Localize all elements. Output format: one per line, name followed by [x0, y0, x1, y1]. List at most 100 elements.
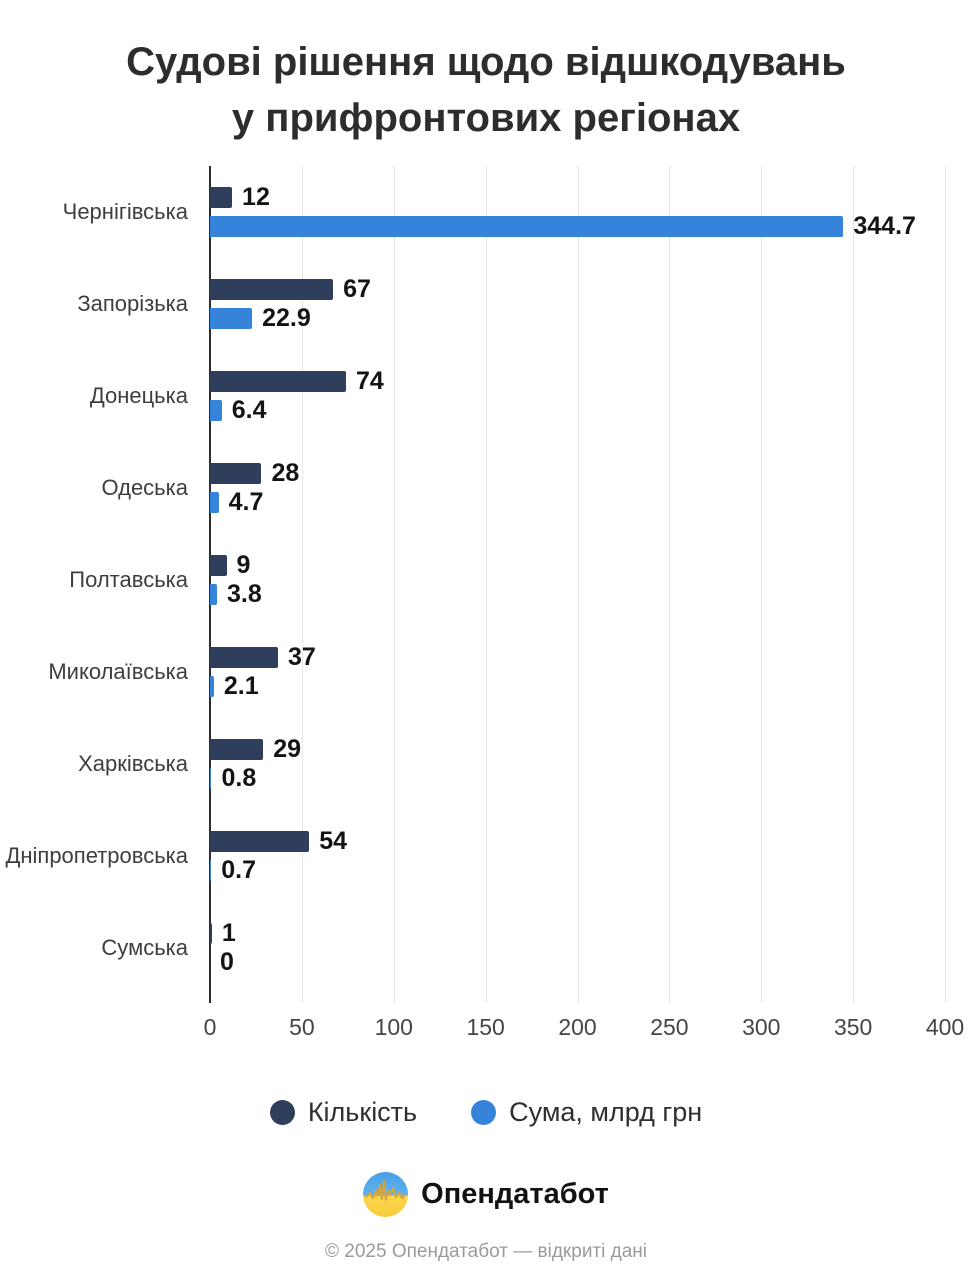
plot-area: 12 344.7 67 22.9 74 6.4 28 4.7 9 3.8 37 2.1 29 0.8 54 0… [209, 166, 946, 1003]
legend-label: Сума, млрд грн [509, 1096, 703, 1127]
bar-value-label: 0 [220, 948, 234, 976]
x-axis-tick-label: 50 [289, 1014, 315, 1040]
bar [210, 831, 310, 852]
bar-value-label: 67 [343, 275, 371, 303]
bar [210, 371, 346, 392]
bar-value-label: 3.8 [226, 580, 262, 608]
bar [210, 768, 212, 789]
bar-value-label: 54 [319, 827, 348, 855]
bar-value-label: 0.7 [221, 856, 257, 884]
bar-line: 0.8 [210, 764, 945, 792]
chart-row: 54 0.7 [210, 810, 945, 902]
bar-line: 1 [210, 919, 945, 947]
bar [210, 860, 212, 881]
gridline [853, 166, 855, 1003]
x-axis-tick-label: 250 [650, 1014, 689, 1040]
bar-line: 0 [210, 948, 945, 976]
bar-value-label: 6.4 [231, 396, 267, 424]
bar-line: 67 [210, 275, 945, 303]
bar-value-label: 9 [236, 551, 251, 579]
gridline [761, 166, 763, 1003]
bar-value-label: 74 [355, 367, 384, 395]
bar [210, 463, 262, 484]
bar [210, 187, 233, 208]
opendatabot-pulse-icon [363, 1172, 409, 1217]
legend-item: Сума, млрд грн [471, 1097, 702, 1128]
bar [210, 400, 222, 421]
chart-row: 67 22.9 [210, 258, 945, 350]
bar-line: 3.8 [210, 580, 945, 608]
bar-value-label: 1 [221, 919, 236, 947]
chart-row: 12 344.7 [210, 166, 945, 258]
logo-text: Опендатабот [421, 1178, 609, 1210]
chart-row: 37 2.1 [210, 626, 945, 718]
bar-line: 12 [210, 183, 945, 211]
x-axis: 0 50 100 150 200 250 300 350 400 [204, 1014, 965, 1042]
bar [210, 279, 334, 300]
chart-row: 29 0.8 [210, 718, 945, 810]
category-label: Запорізька [77, 291, 188, 316]
legend-item: Кількість [269, 1097, 417, 1128]
bar [210, 647, 278, 668]
bar [210, 584, 217, 605]
bar-line: 344.7 [210, 212, 945, 240]
chart-title-line1: Судові рішення щодо відшкодувань [126, 40, 846, 84]
copyright-line: © 2025 Опендатабот — відкриті дані [325, 1241, 647, 1262]
bar-value-label: 344.7 [853, 212, 916, 240]
bar-value-label: 37 [287, 643, 316, 671]
bar-value-label: 0.8 [221, 764, 257, 792]
category-label: Миколаївська [48, 659, 188, 684]
bar-value-label: 4.7 [228, 488, 264, 516]
brand-row: Опендатабот [0, 1172, 972, 1217]
gridline [485, 166, 487, 1003]
legend-dot-icon [269, 1099, 295, 1125]
category-label: Чернігівська [62, 199, 188, 224]
category-label: Сумська [101, 935, 188, 960]
x-axis-tick-label: 200 [558, 1014, 597, 1040]
bar-value-label: 12 [242, 183, 270, 211]
bar [210, 739, 264, 760]
bar-line: 9 [210, 551, 945, 579]
bar-chart: Чернігівська Запорізька Донецька Одеська Пол… [0, 166, 972, 1003]
x-axis-tick-label: 0 [203, 1014, 217, 1040]
x-axis-tick-label: 400 [925, 1014, 965, 1040]
gridline [393, 166, 395, 1003]
bar [210, 555, 227, 576]
category-label: Донецька [89, 383, 188, 408]
bar-line: 6.4 [210, 396, 945, 424]
category-axis: Чернігівська Запорізька Донецька Одеська Пол… [0, 166, 210, 994]
bar [210, 492, 219, 513]
bar-value-label: 28 [271, 459, 300, 487]
bar [210, 308, 253, 329]
gridline [301, 166, 303, 1003]
category-label: Полтавська [69, 567, 188, 592]
bar [210, 676, 214, 697]
legend-dot-icon [471, 1099, 497, 1125]
bar-line: 28 [210, 459, 945, 487]
bar [210, 216, 844, 237]
bar-line: 29 [210, 735, 945, 763]
bar-value-label: 2.1 [223, 672, 259, 700]
gridline [945, 166, 946, 1003]
bar-value-label: 29 [273, 735, 302, 763]
bar-line: 2.1 [210, 672, 945, 700]
chart-row: 9 3.8 [210, 534, 945, 626]
chart-row: 74 6.4 [210, 350, 945, 442]
chart-title: Судові рішення щодо відшкодувань у прифр… [0, 34, 972, 146]
bar-value-label: 22.9 [262, 304, 311, 332]
category-label: Дніпропетровська [5, 843, 188, 868]
bar-line: 37 [210, 643, 945, 671]
chart-legend: Кількість Сума, млрд грн [0, 1096, 972, 1128]
chart-row: 28 4.7 [210, 442, 945, 534]
x-axis-tick-label: 150 [466, 1014, 505, 1040]
x-axis-tick-label: 100 [374, 1014, 413, 1040]
bar-line: 74 [210, 367, 945, 395]
bar-line: 0.7 [210, 856, 945, 884]
bar [210, 923, 212, 944]
bar-line: 54 [210, 827, 945, 855]
x-axis-tick-label: 350 [833, 1014, 873, 1040]
gridline [577, 166, 579, 1003]
gridline [669, 166, 671, 1003]
